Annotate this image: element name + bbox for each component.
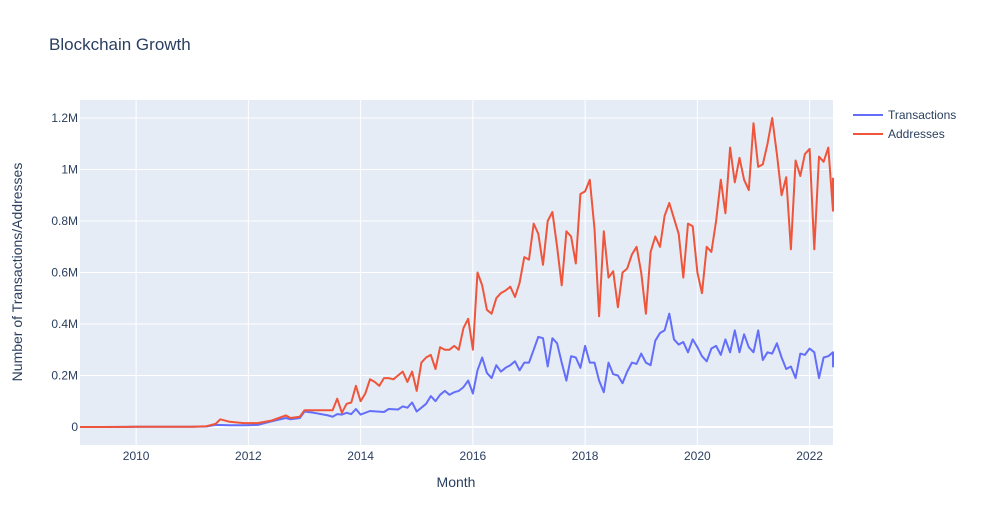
- chart-title: Blockchain Growth: [49, 35, 191, 54]
- y-tick-label: 0.8M: [51, 214, 78, 228]
- y-axis-title: Number of Transactions/Addresses: [9, 163, 25, 382]
- x-tick-label: 2018: [572, 449, 599, 463]
- x-axis-title: Month: [437, 474, 476, 490]
- legend-label-addresses: Addresses: [888, 127, 945, 141]
- series-lines: [80, 117, 834, 428]
- x-tick-label: 2016: [460, 449, 487, 463]
- x-tick-label: 2020: [684, 449, 711, 463]
- series-line-transactions: [80, 312, 834, 428]
- legend: Transactions Addresses: [853, 108, 956, 141]
- x-tick-label: 2012: [235, 449, 262, 463]
- y-axis-ticks: 0 0.2M 0.4M 0.6M 0.8M 1M 1.2M: [51, 111, 78, 434]
- y-tick-label: 0.6M: [51, 266, 78, 280]
- y-tick-label: 0.2M: [51, 368, 78, 382]
- series-line-addresses: [80, 117, 834, 428]
- y-tick-label: 0: [71, 420, 78, 434]
- y-tick-label: 1.2M: [51, 111, 78, 125]
- x-tick-label: 2014: [347, 449, 374, 463]
- x-axis-ticks: 2010 2012 2014 2016 2018 2020 2022: [123, 449, 824, 463]
- x-tick-label: 2022: [796, 449, 823, 463]
- legend-label-transactions: Transactions: [888, 108, 956, 122]
- y-tick-label: 1M: [61, 163, 78, 177]
- x-tick-label: 2010: [123, 449, 150, 463]
- y-tick-label: 0.4M: [51, 317, 78, 331]
